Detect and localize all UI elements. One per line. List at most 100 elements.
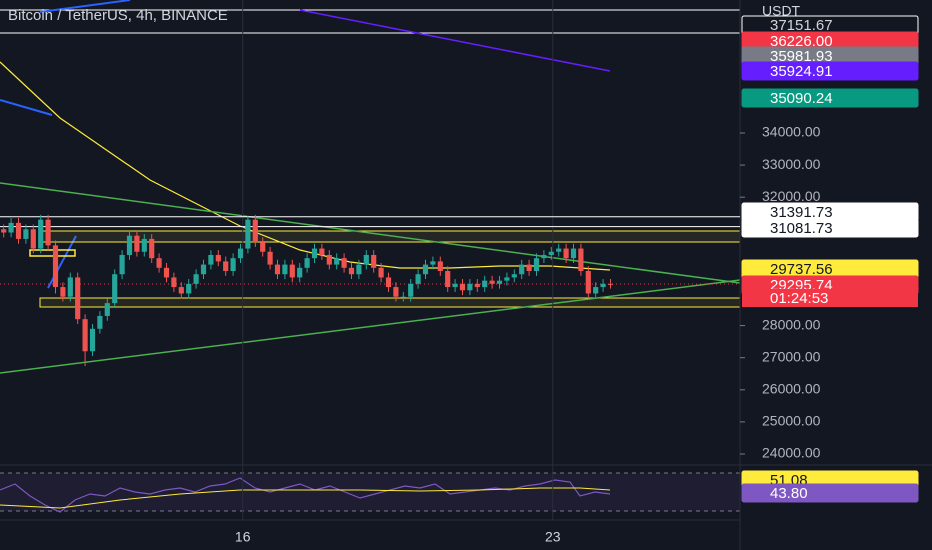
- candle-body: [445, 271, 451, 288]
- candle-body: [415, 274, 421, 284]
- candle-body: [200, 264, 207, 275]
- currency-label: USDT: [762, 3, 801, 19]
- candle-body: [119, 254, 125, 275]
- candle-body: [67, 277, 73, 297]
- candle-body: [452, 283, 458, 288]
- candle-body: [430, 261, 436, 265]
- candle-body: [156, 258, 162, 268]
- candle-body: [556, 248, 562, 252]
- candle-body: [533, 258, 540, 272]
- candle-body: [134, 235, 140, 252]
- candle-body: [104, 303, 110, 316]
- candle-body: [541, 254, 547, 259]
- candle-body: [237, 248, 244, 259]
- candle-body: [578, 248, 584, 272]
- candle-body: [60, 287, 66, 297]
- price-tag-label: 35924.91: [770, 63, 833, 80]
- candle-body: [23, 229, 29, 239]
- candle-body: [126, 235, 133, 255]
- candle-body: [519, 264, 525, 275]
- candle-body: [408, 283, 414, 297]
- candle-body: [570, 248, 577, 259]
- candle-body: [289, 264, 295, 278]
- candle-body: [274, 264, 281, 275]
- candle-body: [496, 280, 503, 284]
- candle-body: [393, 287, 399, 297]
- candle-body: [356, 264, 362, 275]
- candle-body: [282, 264, 288, 275]
- candle-body: [548, 251, 554, 255]
- candle-body: [378, 267, 384, 278]
- candle-body: [511, 274, 517, 278]
- countdown-tag: [742, 289, 918, 307]
- zone: [29, 249, 76, 257]
- candle-body: [311, 248, 318, 259]
- candle-body: [1, 229, 7, 233]
- candle-body: [112, 274, 118, 304]
- trend-line: [39, 0, 131, 13]
- rsi-tag: [741, 483, 919, 503]
- candle-body: [89, 328, 96, 352]
- candle-body: [326, 254, 332, 265]
- candle-body: [474, 283, 480, 288]
- price-tag: [741, 61, 919, 81]
- candle-body: [260, 242, 266, 252]
- trend-line: [47, 235, 77, 289]
- candle-body: [8, 222, 14, 233]
- candle-body: [45, 219, 51, 246]
- rsi-band: [0, 473, 740, 511]
- candle-body: [267, 251, 273, 265]
- candle-body: [467, 283, 473, 291]
- price-tag-label: 29737.56: [770, 261, 833, 278]
- y-tick-label: 28000.00: [762, 316, 821, 332]
- candle-body: [223, 261, 229, 272]
- y-tick-label: 25000.00: [762, 413, 821, 429]
- candle-body: [193, 274, 199, 284]
- candle-body: [186, 283, 192, 294]
- candle-body: [482, 280, 488, 288]
- candle-body: [15, 222, 22, 239]
- candle-body: [52, 245, 59, 288]
- price-tag-label: 35090.24: [770, 90, 833, 107]
- trend-line: [0, 99, 53, 116]
- candle-body: [563, 248, 569, 259]
- rsi-ma: [0, 487, 611, 509]
- x-tick-label: 23: [545, 529, 561, 545]
- candle-body: [334, 258, 340, 265]
- trend-line: [299, 9, 611, 72]
- candle-body: [141, 238, 147, 252]
- y-tick-label: 34000.00: [762, 124, 821, 140]
- candle-body: [208, 254, 214, 265]
- candle-body: [97, 315, 103, 329]
- candle-body: [363, 254, 369, 265]
- price-tag-label: 36226.00: [770, 33, 833, 50]
- countdown-label: 01:24:53: [770, 290, 828, 307]
- candle-body: [178, 287, 184, 294]
- candle-body: [600, 283, 606, 288]
- candle-body: [459, 283, 466, 291]
- candle-body: [245, 219, 251, 249]
- y-tick-label: 24000.00: [762, 445, 821, 461]
- candle-body: [149, 238, 155, 259]
- chart-title: Bitcoin / TetherUS, 4h, BINANCE: [8, 7, 228, 24]
- rsi-tag-label: 43.80: [770, 485, 808, 502]
- candle-body: [171, 277, 177, 288]
- candle-body: [371, 254, 377, 268]
- candle-body: [215, 254, 221, 262]
- candle-body: [585, 271, 591, 294]
- price-tag-label: 31081.73: [770, 220, 833, 237]
- candle-body: [304, 258, 310, 268]
- candle-body: [422, 264, 429, 275]
- candle-body: [75, 277, 81, 320]
- trend-line: [0, 279, 741, 374]
- candle-body: [30, 229, 36, 249]
- price-tag-label: 37151.67: [770, 17, 833, 34]
- candle-body: [489, 280, 495, 284]
- y-tick-label: 26000.00: [762, 380, 821, 396]
- price-tag: [741, 218, 919, 238]
- candle-body: [607, 283, 614, 285]
- y-tick-label: 32000.00: [762, 188, 821, 204]
- trend-line: [0, 182, 741, 284]
